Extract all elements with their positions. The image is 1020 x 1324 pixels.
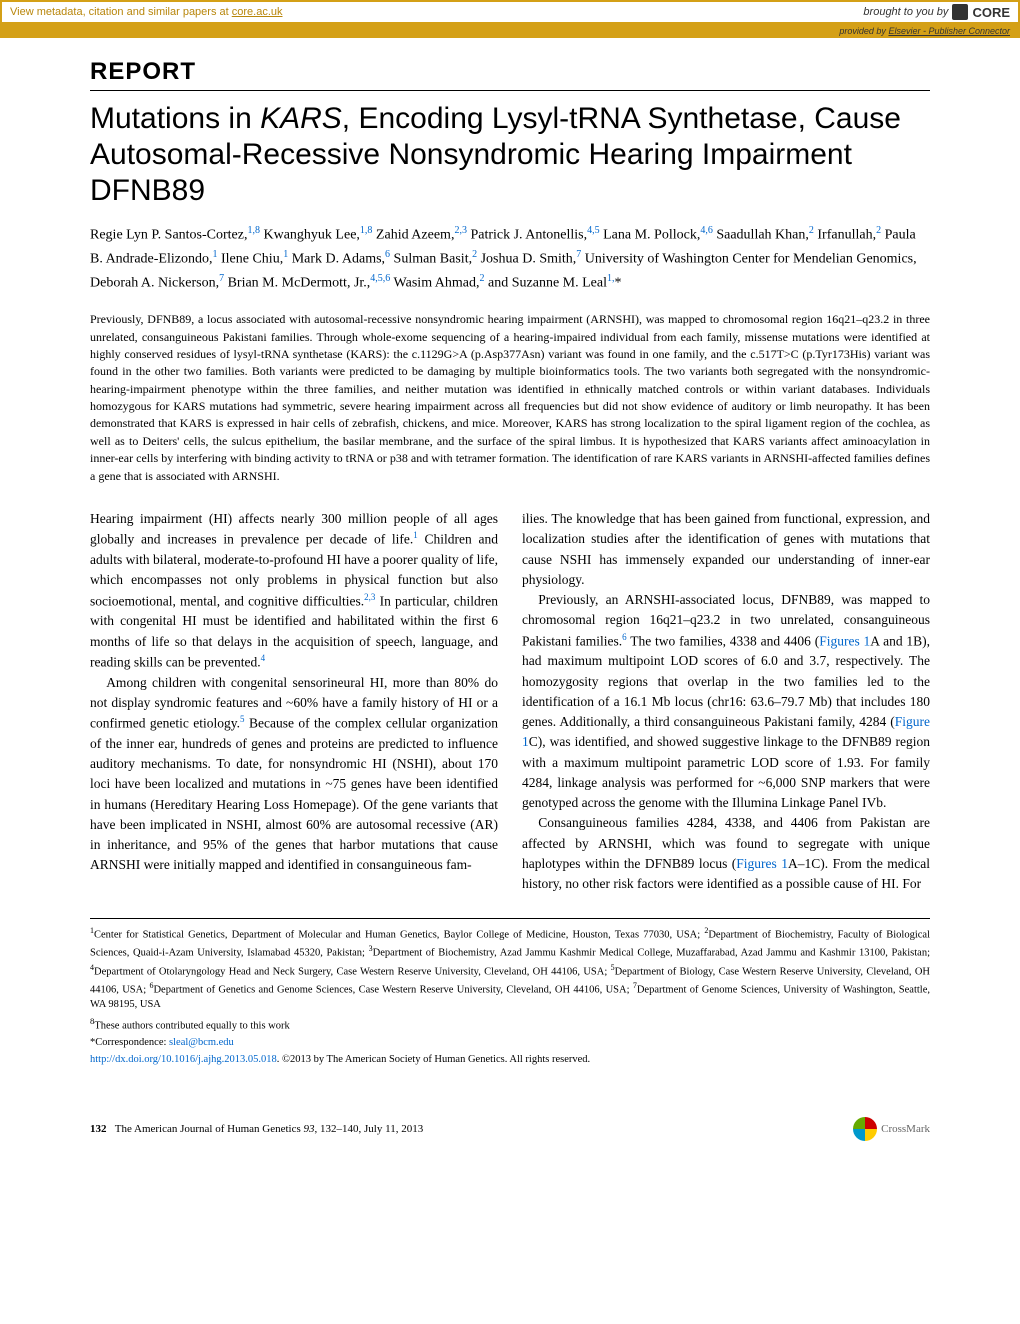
correspondence: *Correspondence: sleal@bcm.edu	[90, 1036, 930, 1051]
provided-by-link[interactable]: Elsevier - Publisher Connector	[888, 26, 1010, 36]
core-logo-icon	[952, 4, 968, 20]
body-column-right: ilies. The knowledge that has been gaine…	[522, 509, 930, 894]
metadata-text: View metadata, citation and similar pape…	[10, 6, 283, 18]
title-part-1: Mutations in	[90, 102, 260, 135]
metadata-prefix: View metadata, citation and similar pape…	[10, 6, 232, 18]
body-column-left: Hearing impairment (HI) affects nearly 3…	[90, 509, 498, 894]
journal-name: The American Journal of Human Genetics	[115, 1123, 304, 1135]
core-link[interactable]: core.ac.uk	[232, 6, 283, 18]
crossmark-label: CrossMark	[881, 1123, 930, 1135]
volume: 93	[304, 1123, 315, 1135]
abstract: Previously, DFNB89, a locus associated w…	[90, 311, 930, 485]
report-label: REPORT	[90, 58, 930, 86]
doi-copyright: http://dx.doi.org/10.1016/j.ajhg.2013.05…	[90, 1053, 930, 1068]
title-rule	[90, 90, 930, 91]
affiliations: 1Center for Statistical Genetics, Depart…	[90, 925, 930, 1012]
metadata-banner: View metadata, citation and similar pape…	[0, 0, 1020, 24]
doi-link[interactable]: http://dx.doi.org/10.1016/j.ajhg.2013.05…	[90, 1054, 277, 1065]
correspondence-email[interactable]: sleal@bcm.edu	[169, 1037, 234, 1048]
pages-dates: , 132–140, July 11, 2013	[315, 1123, 424, 1135]
page-number: 132	[90, 1123, 107, 1135]
crossmark-badge[interactable]: CrossMark	[853, 1117, 930, 1141]
body-para: ilies. The knowledge that has been gaine…	[522, 509, 930, 590]
body-para: Consanguineous families 4284, 4338, and …	[522, 813, 930, 894]
equal-contrib-text: These authors contributed equally to thi…	[94, 1020, 289, 1031]
body-text: Hearing impairment (HI) affects nearly 3…	[90, 509, 930, 894]
affiliation-rule	[90, 918, 930, 919]
crossmark-icon	[853, 1117, 877, 1141]
body-para: Previously, an ARNSHI-associated locus, …	[522, 590, 930, 813]
provided-by-banner: provided by Elsevier - Publisher Connect…	[0, 24, 1020, 38]
journal-citation: 132 The American Journal of Human Geneti…	[90, 1123, 423, 1135]
body-para: Among children with congenital sensorine…	[90, 673, 498, 876]
brought-by: brought to you by CORE	[863, 4, 1010, 20]
copyright-text: . ©2013 by The American Society of Human…	[277, 1054, 590, 1065]
title-gene: KARS	[260, 102, 342, 135]
correspondence-label: *Correspondence:	[90, 1037, 169, 1048]
page-content: REPORT Mutations in KARS, Encoding Lysyl…	[0, 38, 1020, 1097]
equal-contribution-note: 8These authors contributed equally to th…	[90, 1015, 930, 1034]
body-para: Hearing impairment (HI) affects nearly 3…	[90, 509, 498, 673]
brought-by-text: brought to you by	[863, 6, 948, 18]
author-list: Regie Lyn P. Santos-Cortez,1,8 Kwanghyuk…	[90, 223, 930, 295]
provided-by-prefix: provided by	[839, 26, 888, 36]
article-title: Mutations in KARS, Encoding Lysyl-tRNA S…	[90, 101, 930, 209]
core-label: CORE	[972, 5, 1010, 20]
page-footer: 132 The American Journal of Human Geneti…	[0, 1097, 1020, 1161]
